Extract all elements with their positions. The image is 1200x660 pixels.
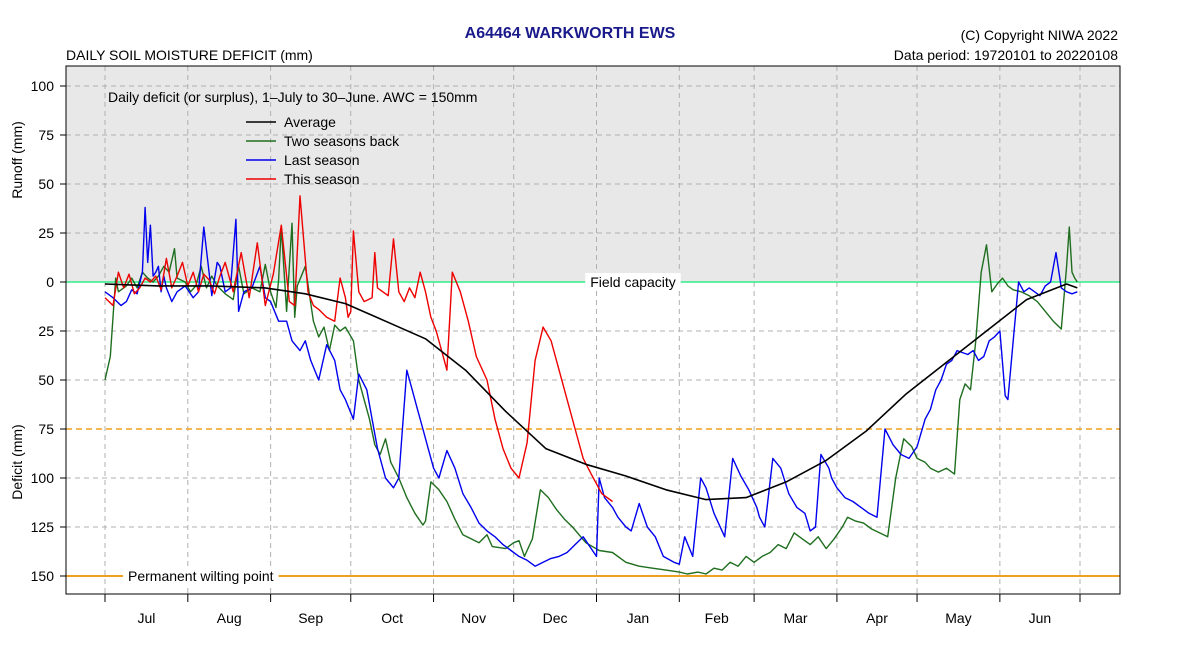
x-month-label: Jun xyxy=(1029,610,1052,626)
legend-label-two-seasons-back: Two seasons back xyxy=(284,133,400,149)
x-axis: Jul Aug Sep Oct Nov Dec Jan Feb Mar Apr May Jun xyxy=(104,594,1081,626)
x-month-label: Feb xyxy=(705,610,729,626)
x-month-label: Jul xyxy=(137,610,155,626)
y-axis-label-runoff: Runoff (mm) xyxy=(9,121,25,199)
series-line-this-season xyxy=(104,195,613,503)
x-month-label: May xyxy=(945,610,971,626)
y-tick-label: 0 xyxy=(46,274,54,290)
x-month-label: Dec xyxy=(543,610,568,626)
y-axis-label-deficit: Deficit (mm) xyxy=(9,424,25,499)
y-tick-label: 100 xyxy=(31,470,55,486)
legend-label-last-season: Last season xyxy=(284,152,360,168)
y-tick-label: 75 xyxy=(38,421,54,437)
series-layer xyxy=(104,195,1078,575)
y-tick-label: 50 xyxy=(38,176,54,192)
wilting-point-label: Permanent wilting point xyxy=(128,568,274,584)
legend-label-average: Average xyxy=(284,114,336,130)
reference-labels: Field capacity Permanent wilting point xyxy=(123,273,681,585)
legend-label-this-season: This season xyxy=(284,171,359,187)
x-month-label: Sep xyxy=(298,610,323,626)
y-axis: 100 75 50 25 0 25 50 75 100 125 150 xyxy=(31,78,66,584)
y-tick-label: 150 xyxy=(31,568,55,584)
data-period-text: Data period: 19720101 to 20220108 xyxy=(894,47,1118,63)
y-tick-label: 125 xyxy=(31,519,55,535)
y-tick-label: 25 xyxy=(38,225,54,241)
y-tick-label: 75 xyxy=(38,127,54,143)
station-title: A64464 WARKWORTH EWS xyxy=(465,25,676,42)
series-line-average xyxy=(104,283,1078,501)
series-line-last-season xyxy=(104,206,1078,567)
x-month-label: Oct xyxy=(381,610,403,626)
plot-frame xyxy=(65,65,1121,595)
y-tick-label: 50 xyxy=(38,372,54,388)
y-tick-label: 25 xyxy=(38,323,54,339)
x-month-label: Jan xyxy=(627,610,650,626)
field-capacity-label: Field capacity xyxy=(590,274,676,290)
y-tick-label: 100 xyxy=(31,78,55,94)
runoff-zone xyxy=(66,66,1120,282)
wilting-point-label-bg xyxy=(123,567,279,585)
x-month-label: Nov xyxy=(461,610,486,626)
x-month-label: Mar xyxy=(783,610,807,626)
chart-subtitle: Daily deficit (or surplus), 1–July to 30… xyxy=(108,89,477,105)
x-month-label: Aug xyxy=(217,610,242,626)
copyright-text: (C) Copyright NIWA 2022 xyxy=(961,27,1119,43)
chart-title: DAILY SOIL MOISTURE DEFICIT (mm) xyxy=(66,47,313,63)
x-month-label: Apr xyxy=(866,610,888,626)
field-capacity-label-bg xyxy=(585,273,681,291)
legend: Average Two seasons back Last season Thi… xyxy=(246,114,400,187)
